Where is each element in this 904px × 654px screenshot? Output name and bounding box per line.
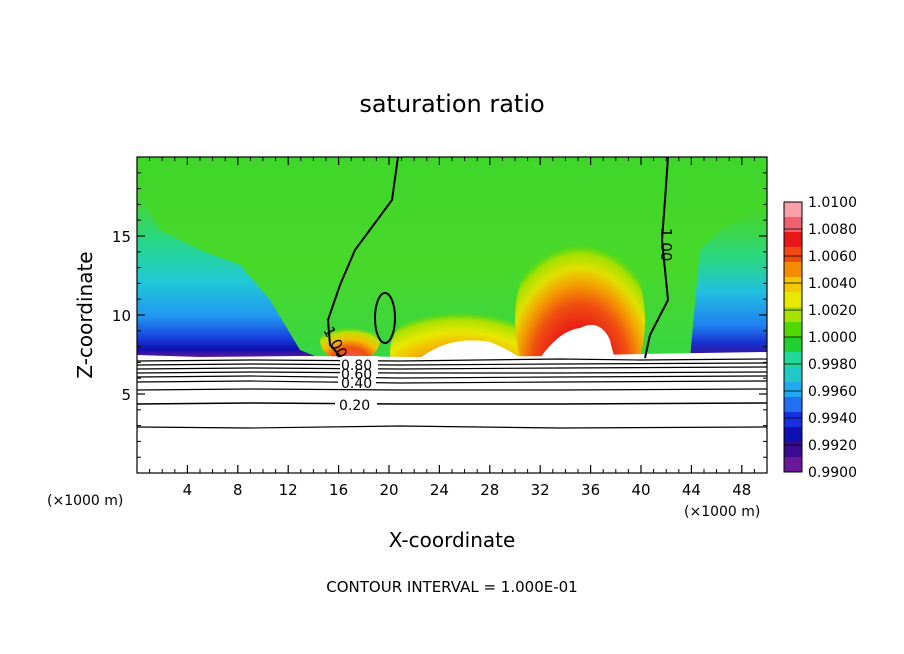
colorbar-swatch <box>784 217 802 233</box>
colorbar-swatch <box>784 352 802 368</box>
x-tick-label: 24 <box>430 481 449 499</box>
x-tick-label: 4 <box>183 481 193 499</box>
colorbar-swatch <box>784 382 802 398</box>
x-tick-label: 40 <box>631 481 650 499</box>
x-axis-ticks: 4 8 12 16 20 24 28 32 36 40 44 48 <box>149 157 755 499</box>
y-tick-label: 10 <box>112 307 131 325</box>
colorbar-label: 0.9900 <box>808 465 857 481</box>
colorbar-label: 0.9940 <box>808 411 857 427</box>
x-tick-label: 32 <box>531 481 550 499</box>
x-units-right: (×1000 m) <box>684 504 760 520</box>
heatmap-field <box>137 157 767 473</box>
colorbar-swatch <box>784 247 802 263</box>
x-tick-label: 44 <box>682 481 701 499</box>
colorbar-swatch <box>784 412 802 428</box>
contour-label: 0.40 <box>341 376 372 392</box>
x-axis-label: X-coordinate <box>389 528 516 552</box>
colorbar-swatch <box>784 232 802 248</box>
colorbar-swatch <box>784 292 802 308</box>
colorbar-label: 0.9960 <box>808 384 857 400</box>
colorbar-label: 1.0020 <box>808 303 857 319</box>
y-axis-label: Z-coordinate <box>73 251 97 378</box>
y-tick-label: 15 <box>112 228 131 246</box>
colorbar-swatch <box>784 442 802 458</box>
colorbar-label: 1.0040 <box>808 276 857 292</box>
colorbar-swatch <box>784 322 802 338</box>
contour-lines <box>136 156 768 429</box>
x-tick-label: 28 <box>480 481 499 499</box>
x-tick-label: 8 <box>233 481 243 499</box>
x-tick-label: 20 <box>379 481 398 499</box>
x-tick-label: 48 <box>732 481 751 499</box>
colorbar-label: 1.0100 <box>808 195 857 211</box>
contour-label: 0.20 <box>339 398 370 414</box>
colorbar-label: 1.0060 <box>808 249 857 265</box>
colorbar-label: 1.0080 <box>808 222 857 238</box>
colorbar-swatch <box>784 202 802 218</box>
colorbar-label: 0.9920 <box>808 438 857 454</box>
contour-label: 0.80 <box>341 358 372 374</box>
colorbar-swatch <box>784 307 802 323</box>
footer-contour-interval: CONTOUR INTERVAL = 1.000E-01 <box>326 578 577 596</box>
colorbar-swatch <box>784 277 802 293</box>
colorbar: 1.0100 1.0080 1.0060 1.0040 1.0020 1.0000 0.99… <box>783 195 857 481</box>
x-tick-label: 12 <box>279 481 298 499</box>
x-units-left: (×1000 m) <box>47 493 123 509</box>
chart-title: saturation ratio <box>359 90 544 118</box>
colorbar-swatch <box>784 337 802 353</box>
x-tick-label: 36 <box>581 481 600 499</box>
colorbar-swatch <box>784 427 802 443</box>
contour-label: 1.00 <box>657 228 675 261</box>
colorbar-swatch <box>784 397 802 413</box>
x-tick-label: 16 <box>329 481 348 499</box>
y-axis-ticks: 5 10 15 <box>112 172 767 458</box>
colorbar-swatch <box>784 457 802 473</box>
colorbar-swatch <box>784 262 802 278</box>
y-tick-label: 5 <box>121 386 131 404</box>
colorbar-swatch <box>784 367 802 383</box>
colorbar-label: 1.0000 <box>808 330 857 346</box>
contour-label: 0.60 <box>341 367 372 383</box>
colorbar-label: 0.9980 <box>808 357 857 373</box>
